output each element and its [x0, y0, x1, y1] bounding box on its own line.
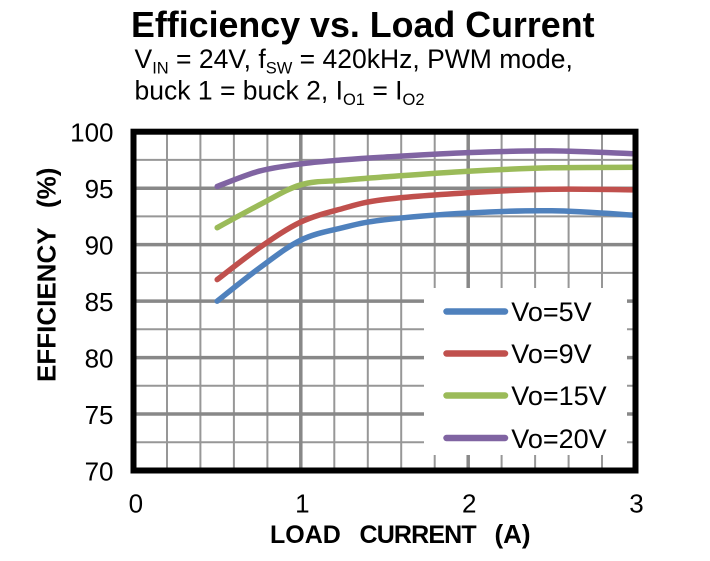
- svg-text:Vo=20V: Vo=20V: [511, 424, 606, 454]
- svg-text:VIN = 24V, fSW = 420kHz, PWM m: VIN = 24V, fSW = 420kHz, PWM mode,: [135, 44, 573, 78]
- svg-text:3: 3: [629, 488, 643, 518]
- svg-text:100: 100: [70, 118, 113, 148]
- svg-text:75: 75: [85, 400, 114, 430]
- svg-text:1: 1: [295, 488, 309, 518]
- svg-text:buck 1 = buck 2, IO1 = IO2: buck 1 = buck 2, IO1 = IO2: [135, 75, 425, 109]
- svg-text:Vo=5V: Vo=5V: [511, 297, 591, 327]
- svg-text:Vo=15V: Vo=15V: [511, 381, 606, 411]
- svg-text:EFFICIENCY(%): EFFICIENCY(%): [32, 168, 62, 382]
- svg-text:0: 0: [129, 488, 143, 518]
- svg-text:Efficiency vs. Load Current: Efficiency vs. Load Current: [131, 5, 595, 45]
- svg-text:85: 85: [85, 287, 114, 317]
- svg-text:70: 70: [85, 457, 114, 487]
- svg-text:95: 95: [85, 174, 114, 204]
- svg-text:90: 90: [85, 231, 114, 261]
- svg-text:Vo=9V: Vo=9V: [511, 339, 591, 369]
- svg-text:2: 2: [462, 488, 476, 518]
- svg-text:80: 80: [85, 344, 114, 374]
